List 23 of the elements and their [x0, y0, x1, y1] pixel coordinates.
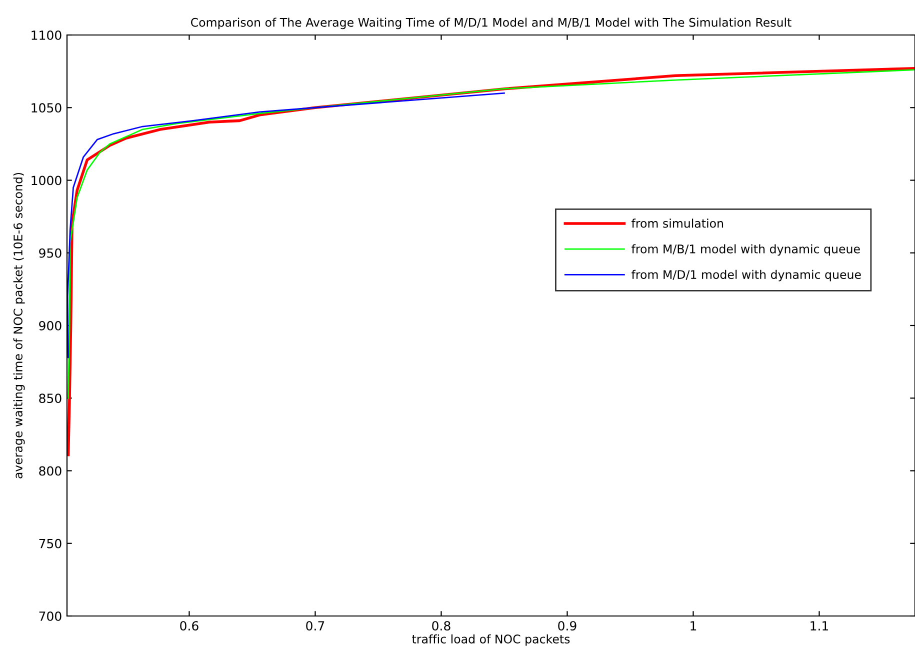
- line-series: [67, 92, 505, 358]
- y-tick-label: 1000: [32, 176, 62, 186]
- x-tick-label: 0.6: [180, 621, 198, 631]
- y-tick-label: 700: [39, 611, 62, 621]
- x-axis-title: traffic load of NOC packets: [412, 634, 570, 646]
- y-tick-label: 900: [39, 320, 62, 330]
- x-tick-label: 0.7: [306, 621, 324, 631]
- chart-title: Comparison of The Average Waiting Time of M/D/1 Model and M/B/1 Model with The Simulation Result: [191, 18, 792, 30]
- y-tick-label: 1100: [32, 30, 62, 40]
- y-tick-label: 950: [39, 248, 62, 258]
- x-tick-label: 1.1: [810, 621, 828, 630]
- legend-label: from simulation: [632, 218, 724, 228]
- legend-label: from M/B/1 model with dynamic queue: [632, 244, 860, 256]
- line-series: [68, 69, 914, 399]
- y-tick-label: 1050: [32, 103, 62, 113]
- y-tick-label: 800: [39, 466, 62, 476]
- x-tick-label: 0.9: [558, 621, 576, 631]
- y-tick-label: 850: [39, 394, 62, 404]
- y-tick-label: 750: [39, 538, 62, 548]
- x-tick-label: 0.8: [432, 621, 450, 631]
- legend-label: from M/D/1 model with dynamic queue: [632, 270, 861, 282]
- x-tick-label: 1: [690, 621, 696, 630]
- y-axis-title: average waiting time of NOC packet (10E-6 second): [13, 172, 25, 478]
